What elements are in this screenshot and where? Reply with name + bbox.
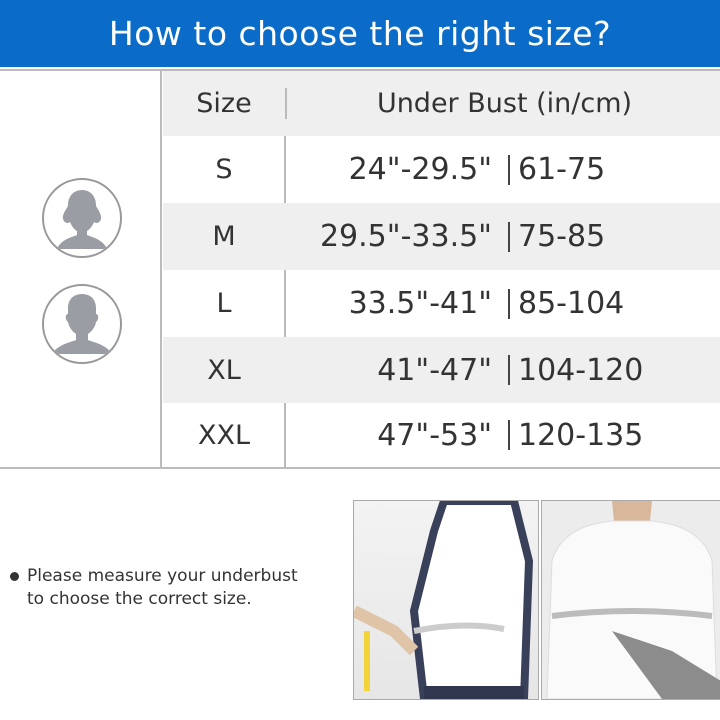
divider bbox=[160, 69, 162, 469]
table-row: XXL 47"-53" 120-135 bbox=[163, 403, 720, 467]
divider bbox=[0, 69, 720, 71]
male-avatar-icon bbox=[42, 284, 122, 364]
woman-measuring-photo bbox=[353, 500, 539, 700]
cm-cell: 120-135 bbox=[518, 417, 644, 453]
under-bust-header: Under Bust (in/cm) bbox=[285, 88, 720, 119]
cm-cell: 75-85 bbox=[518, 219, 606, 254]
size-header: Size bbox=[196, 88, 252, 119]
table-row: XL 41"-47" 104-120 bbox=[163, 337, 720, 403]
table-header: Size Under Bust (in/cm) bbox=[163, 71, 720, 136]
cm-cell: 85-104 bbox=[518, 286, 625, 321]
size-cell: L bbox=[216, 288, 232, 319]
table-row: M 29.5"-33.5" 75-85 bbox=[163, 203, 720, 270]
size-cell: XL bbox=[207, 354, 241, 386]
cm-cell: 61-75 bbox=[518, 152, 606, 187]
table-row: S 24"-29.5" 61-75 bbox=[163, 136, 720, 203]
size-cell: S bbox=[215, 154, 233, 185]
inches-cell: 41"-47" bbox=[377, 352, 492, 388]
note-line: Please measure your underbust bbox=[27, 566, 298, 586]
man-measuring-photo bbox=[541, 500, 720, 700]
size-cell: M bbox=[212, 221, 236, 252]
inches-cell: 47"-53" bbox=[377, 417, 492, 453]
female-avatar-icon bbox=[42, 178, 122, 258]
divider bbox=[0, 467, 720, 469]
note-line: to choose the correct size. bbox=[27, 589, 252, 609]
bullet-icon bbox=[10, 571, 19, 581]
page-title: How to choose the right size? bbox=[0, 0, 720, 67]
size-cell: XXL bbox=[197, 419, 251, 451]
cm-cell: 104-120 bbox=[518, 352, 644, 388]
inches-cell: 29.5"-33.5" bbox=[319, 219, 492, 254]
measure-note: Please measure your underbust to choose … bbox=[10, 565, 298, 611]
inches-cell: 24"-29.5" bbox=[348, 152, 492, 187]
inches-cell: 33.5"-41" bbox=[348, 286, 492, 321]
table-row: L 33.5"-41" 85-104 bbox=[163, 270, 720, 337]
